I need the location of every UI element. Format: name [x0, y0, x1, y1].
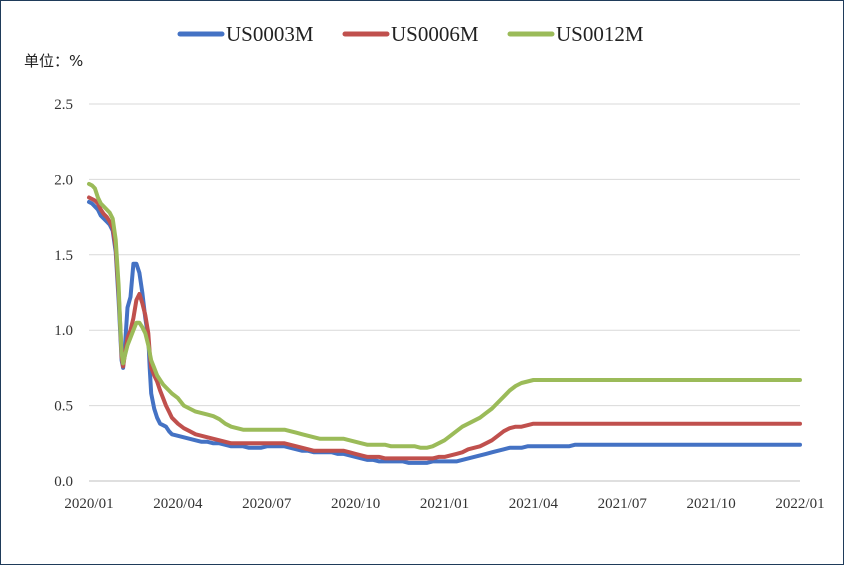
legend-label-us0006m: US0006M [391, 22, 479, 46]
x-tick-label: 2021/07 [598, 496, 648, 512]
y-axis-ticks: 0.0 0.5 1.0 1.5 2.0 2.5 [54, 97, 73, 490]
gridlines [89, 103, 800, 482]
series-lines [87, 181, 802, 465]
x-tick-label: 2020/10 [331, 496, 380, 512]
legend: US0003M US0006M US0012M [177, 22, 644, 46]
unit-label: 单位：% [24, 52, 83, 70]
y-tick-label: 2.5 [54, 97, 73, 113]
series-line-us0012m [87, 181, 802, 450]
series-line-us0006m [87, 195, 802, 461]
legend-label-us0003m: US0003M [226, 22, 314, 46]
x-tick-label: 2021/10 [687, 496, 736, 512]
x-axis-ticks: 2020/01 2020/04 2020/07 2020/10 2021/01 2021/… [64, 496, 824, 512]
x-tick-label: 2021/04 [509, 496, 559, 512]
x-tick-label: 2020/04 [153, 496, 203, 512]
x-tick-label: 2021/01 [420, 496, 469, 512]
x-tick-label: 2020/01 [64, 496, 113, 512]
x-tick-label: 2022/01 [775, 496, 824, 512]
y-tick-label: 1.0 [54, 323, 73, 339]
y-tick-label: 2.0 [54, 172, 73, 188]
y-tick-label: 0.0 [54, 474, 73, 490]
legend-label-us0012m: US0012M [556, 22, 644, 46]
x-tick-label: 2020/07 [242, 496, 292, 512]
y-tick-label: 0.5 [54, 399, 73, 415]
y-tick-label: 1.5 [54, 248, 73, 264]
